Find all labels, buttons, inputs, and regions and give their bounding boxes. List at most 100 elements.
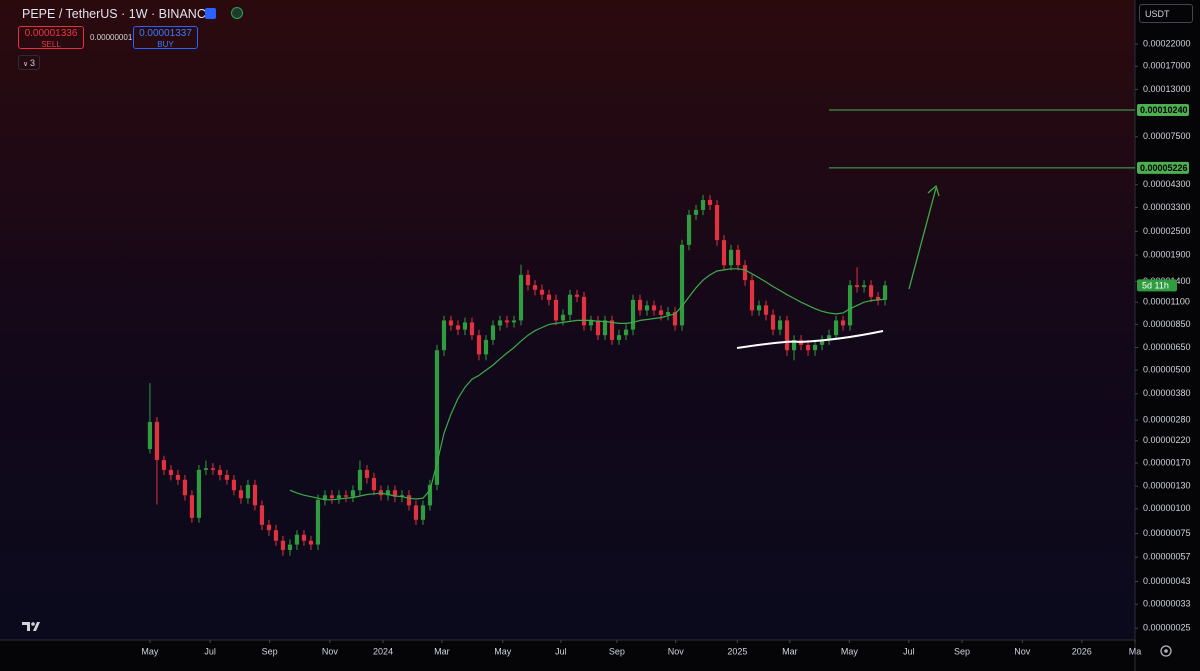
- candle-body: [518, 274, 524, 321]
- candle-body: [511, 320, 517, 323]
- candle-body: [231, 479, 237, 491]
- y-tick-label: 0.00000043: [1143, 576, 1191, 586]
- y-tick-label: 0.00000033: [1143, 599, 1191, 609]
- candle-body: [560, 314, 566, 321]
- candle-body: [525, 274, 531, 286]
- currency-select[interactable]: USDT: [1139, 4, 1193, 23]
- price-level-tag: [1137, 103, 1189, 116]
- y-tick-label: 0.00000850: [1143, 319, 1191, 329]
- candle-body: [686, 214, 692, 245]
- x-tick-label: Ma: [1129, 646, 1142, 656]
- y-tick-label: 0.00013000: [1143, 84, 1191, 94]
- settings-icon[interactable]: [1160, 645, 1172, 657]
- y-tick-label: 0.00003300: [1143, 202, 1191, 212]
- candle-body: [714, 204, 720, 241]
- x-tick-label: May: [494, 646, 512, 656]
- moving-average: [289, 268, 886, 501]
- candle-body: [861, 285, 867, 288]
- symbol-title: PEPE / TetherUS · 1W · BINANCE: [22, 7, 215, 21]
- status-icon[interactable]: [231, 7, 243, 19]
- candle-body: [217, 469, 223, 475]
- y-tick-label: 0.00000057: [1143, 552, 1191, 562]
- candle-body: [672, 312, 678, 326]
- y-tick-label: 0.00007500: [1143, 131, 1191, 141]
- candle-body: [700, 200, 706, 210]
- sell-button[interactable]: 0.00001336 SELL: [18, 26, 84, 49]
- candle-body: [322, 495, 328, 500]
- candle-body: [840, 320, 846, 326]
- candle-body: [280, 540, 286, 550]
- x-tick-label: Sep: [609, 646, 625, 656]
- candle-body: [539, 289, 545, 295]
- x-tick-label: Nov: [668, 646, 685, 656]
- candle-body: [658, 310, 664, 315]
- x-tick-label: May: [841, 646, 859, 656]
- candle-body: [301, 534, 307, 541]
- candle-body: [791, 339, 797, 351]
- indicators-toggle[interactable]: ∨ 3: [18, 55, 40, 70]
- y-tick-label: 0.00000170: [1143, 457, 1191, 467]
- candle-body: [728, 249, 734, 266]
- candle-body: [567, 294, 573, 315]
- candle-body: [735, 249, 741, 266]
- candle-body: [329, 495, 335, 499]
- candle-body: [693, 209, 699, 215]
- candle-body: [777, 320, 783, 330]
- candle-body: [266, 524, 272, 531]
- candle-body: [763, 305, 769, 315]
- candle-body: [413, 505, 419, 520]
- x-tick-label: Nov: [322, 646, 339, 656]
- candle-body: [742, 265, 748, 281]
- candle-body: [196, 469, 202, 518]
- candle-body: [707, 200, 713, 205]
- candle-body: [588, 320, 594, 326]
- candle-body: [189, 495, 195, 518]
- y-tick-label: 0.00000280: [1143, 414, 1191, 424]
- candle-body: [168, 469, 174, 475]
- sell-price: 0.00001336: [24, 28, 78, 39]
- candle-body: [504, 320, 510, 323]
- candle-body: [574, 294, 580, 297]
- x-tick-label: 2026: [1072, 646, 1092, 656]
- arrow-head: [927, 184, 940, 197]
- candle-body: [350, 490, 356, 497]
- x-tick-label: Sep: [262, 646, 278, 656]
- candle-body: [609, 320, 615, 340]
- candle-body: [721, 240, 727, 266]
- candle-body: [616, 335, 622, 340]
- y-tick-label: 0.00000025: [1143, 623, 1191, 633]
- x-tick-label: Mar: [782, 646, 798, 656]
- candle-body: [483, 339, 489, 355]
- candle-body: [343, 495, 349, 497]
- candle-body: [175, 474, 181, 480]
- y-tick-label: 0.00000075: [1143, 528, 1191, 538]
- candle-body: [756, 305, 762, 311]
- y-tick-label: 0.00000380: [1143, 388, 1191, 398]
- candle-body: [238, 490, 244, 499]
- candle-body: [252, 484, 258, 506]
- candle-body: [679, 244, 685, 326]
- tv-logo: [22, 622, 40, 631]
- flag-icon[interactable]: [205, 8, 216, 19]
- candle-body: [532, 285, 538, 290]
- currency: USDT: [1145, 9, 1170, 19]
- x-tick-label: Mar: [434, 646, 450, 656]
- spread: 0.00000001: [90, 33, 133, 42]
- y-tick-label: 0.00000100: [1143, 503, 1191, 513]
- candle-body: [315, 499, 321, 545]
- plot-background: [0, 0, 1135, 640]
- candle-body: [448, 320, 454, 326]
- candle-body: [651, 305, 657, 311]
- candle-body: [420, 505, 426, 520]
- x-tick-label: Sep: [954, 646, 970, 656]
- last-price-tag: [1137, 279, 1177, 292]
- candle-body: [210, 468, 216, 470]
- x-tick-label: 2025: [727, 646, 747, 656]
- buy-button[interactable]: 0.00001337 BUY: [133, 26, 198, 49]
- sell-label: SELL: [41, 40, 61, 49]
- candle-body: [602, 320, 608, 336]
- candle-body: [749, 280, 755, 311]
- candle-body: [245, 484, 251, 499]
- candle-body: [637, 299, 643, 311]
